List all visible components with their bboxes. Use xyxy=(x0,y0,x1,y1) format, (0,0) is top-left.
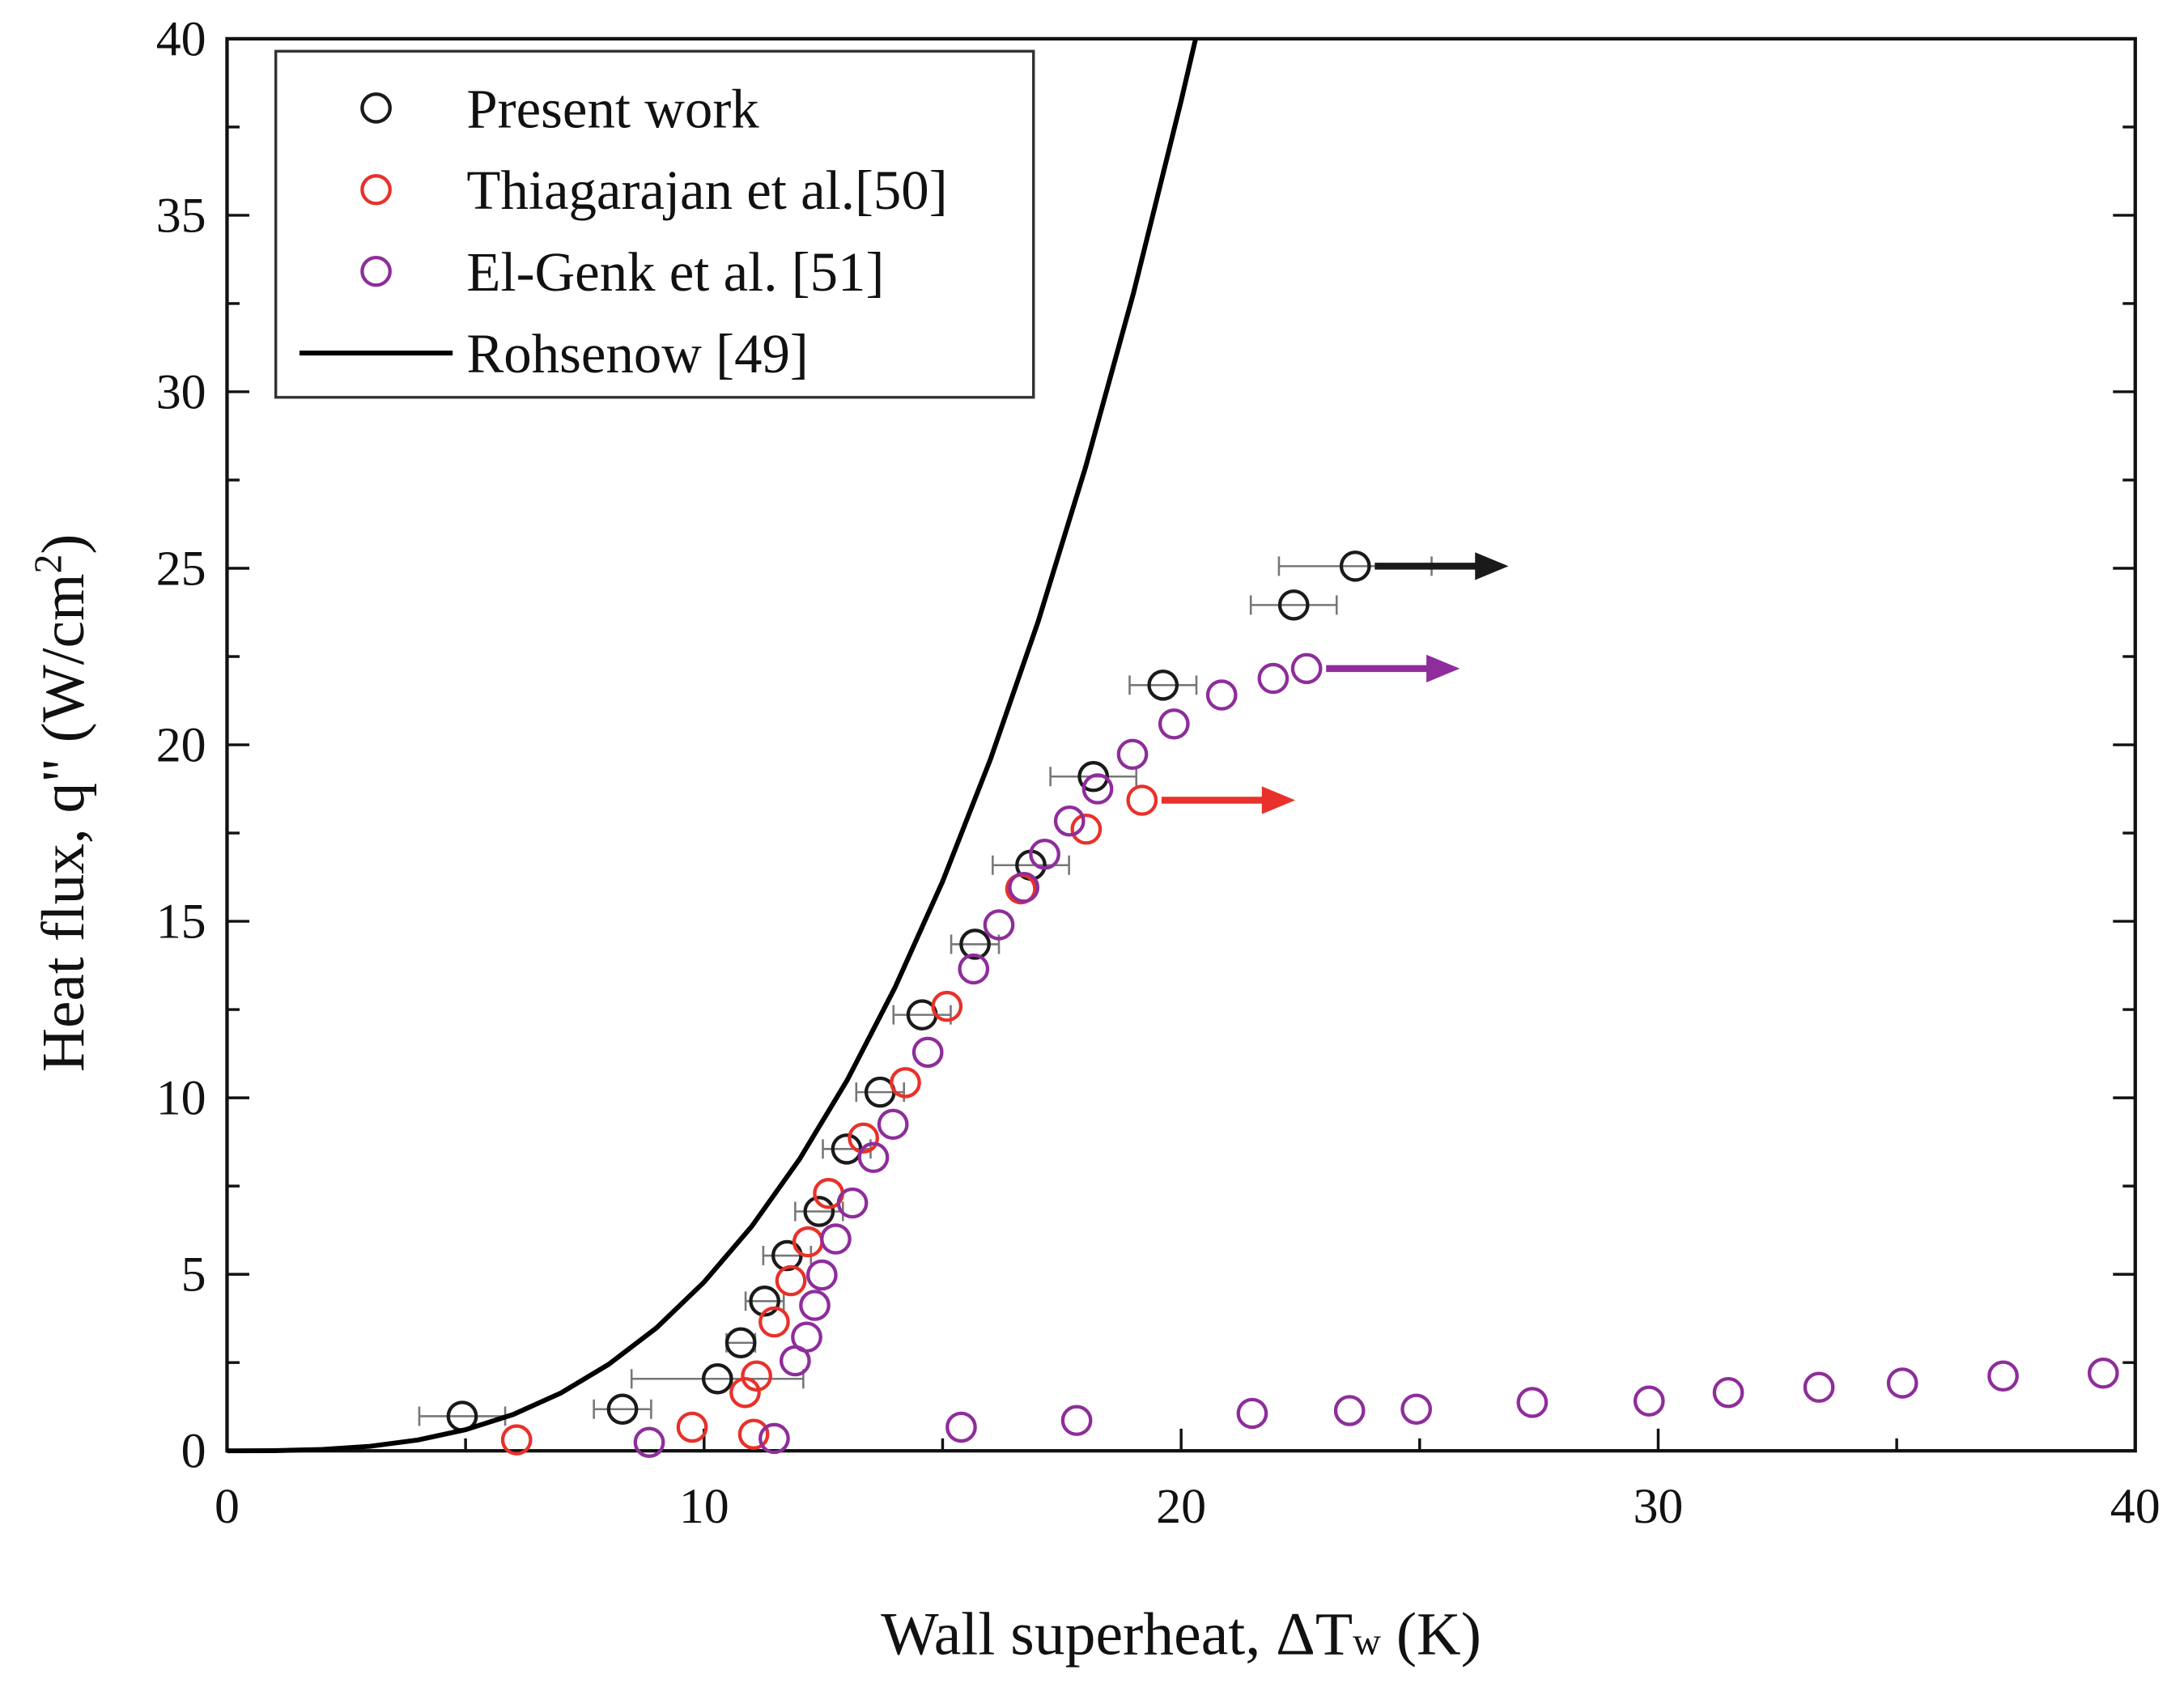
data-point xyxy=(1029,838,1060,870)
data-point xyxy=(1236,1397,1268,1430)
x-tick-label: 0 xyxy=(215,1479,240,1534)
y-tick-label: 10 xyxy=(156,1071,206,1126)
data-point xyxy=(606,1393,639,1425)
legend-marker xyxy=(360,92,392,124)
data-point xyxy=(806,1259,838,1291)
data-point xyxy=(983,909,1015,941)
curve xyxy=(227,39,1198,1454)
data-point xyxy=(1516,1387,1549,1418)
data-point xyxy=(791,1321,822,1354)
data-point xyxy=(792,1226,824,1258)
data-point xyxy=(775,1264,807,1297)
x-label-main: Wall superheat, ΔT xyxy=(881,1601,1353,1668)
data-point xyxy=(803,1196,835,1227)
legend-label: Thiagarajan et al.[50] xyxy=(466,159,947,221)
data-point xyxy=(945,1411,977,1443)
data-point xyxy=(1205,679,1238,711)
data-point xyxy=(1116,738,1149,771)
data-point xyxy=(741,1360,772,1392)
error-bar xyxy=(593,1399,652,1419)
data-point xyxy=(758,1422,790,1455)
error-bar xyxy=(892,1005,952,1025)
data-point xyxy=(1126,784,1158,816)
data-point xyxy=(1147,669,1179,701)
legend-marker xyxy=(360,174,392,206)
error-bar xyxy=(1128,675,1198,695)
data-point xyxy=(1077,761,1110,793)
data-point xyxy=(724,1327,757,1358)
data-point xyxy=(2087,1358,2119,1389)
error-bar xyxy=(725,1332,757,1353)
arrow-head xyxy=(1426,654,1460,682)
data-point xyxy=(1633,1385,1665,1417)
y-tick-label: 40 xyxy=(156,12,206,67)
data-point xyxy=(1339,550,1371,582)
data-point xyxy=(958,953,990,985)
data-point xyxy=(1060,1405,1093,1436)
x-tick-label: 30 xyxy=(1633,1479,1683,1534)
y-label-main: Heat flux, q" (W/cm xyxy=(30,574,97,1073)
y-axis-label: Heat flux, q" (W/cm2) xyxy=(28,534,98,1073)
legend-label: El-Genk et al. [51] xyxy=(466,241,884,303)
data-point xyxy=(959,929,991,960)
x-label-unit: (K) xyxy=(1381,1601,1481,1668)
data-point xyxy=(749,1286,780,1317)
data-point xyxy=(1803,1371,1835,1403)
data-point xyxy=(1008,871,1040,903)
legend-marker xyxy=(360,255,392,287)
y-label-end: ) xyxy=(30,534,97,555)
data-point xyxy=(836,1187,869,1219)
y-tick-label: 0 xyxy=(181,1424,206,1479)
data-point xyxy=(758,1306,790,1338)
x-tick-label: 40 xyxy=(2110,1479,2161,1534)
arrow-head xyxy=(1261,786,1296,814)
y-tick-label: 5 xyxy=(181,1247,206,1303)
data-point xyxy=(676,1411,708,1443)
data-point xyxy=(1053,805,1086,837)
data-point xyxy=(1712,1376,1744,1409)
x-label-sub: w xyxy=(1353,1621,1381,1664)
legend-box xyxy=(274,49,1035,399)
data-point xyxy=(633,1426,665,1458)
data-point xyxy=(1290,652,1323,685)
data-point xyxy=(890,1067,921,1099)
data-point xyxy=(1257,662,1290,695)
arrow-head xyxy=(1475,552,1509,580)
y-tick-label: 35 xyxy=(156,189,206,244)
y-tick-label: 30 xyxy=(156,365,206,420)
data-point xyxy=(1277,589,1310,621)
data-point xyxy=(857,1141,890,1174)
data-point xyxy=(848,1122,879,1154)
error-bar xyxy=(630,1369,805,1389)
error-bar xyxy=(1249,595,1338,615)
x-tick-label: 10 xyxy=(679,1479,729,1534)
y-label-sup: 2 xyxy=(28,555,70,574)
data-point xyxy=(1987,1360,2019,1392)
data-point xyxy=(701,1362,733,1395)
data-point xyxy=(931,990,963,1022)
legend-label: Rohsenow [49] xyxy=(466,323,808,385)
x-axis-label: Wall superheat, ΔTw (K) xyxy=(881,1601,1481,1668)
y-tick-label: 25 xyxy=(156,542,206,597)
y-tick-label: 15 xyxy=(156,895,206,950)
legend-label: Present work xyxy=(466,79,759,140)
data-point xyxy=(1158,708,1190,740)
data-point xyxy=(1081,773,1114,805)
data-point xyxy=(799,1290,831,1321)
data-point xyxy=(737,1418,770,1450)
data-point xyxy=(1070,814,1103,845)
data-point xyxy=(729,1376,761,1409)
data-point xyxy=(1333,1395,1366,1426)
data-point xyxy=(1886,1367,1918,1399)
y-tick-label: 20 xyxy=(156,718,206,773)
data-point xyxy=(820,1223,852,1255)
data-point xyxy=(1400,1393,1433,1425)
data-point xyxy=(500,1424,533,1456)
x-tick-label: 20 xyxy=(1156,1479,1206,1534)
data-point xyxy=(911,1036,944,1069)
error-bar xyxy=(992,855,1070,875)
data-point xyxy=(877,1108,909,1141)
